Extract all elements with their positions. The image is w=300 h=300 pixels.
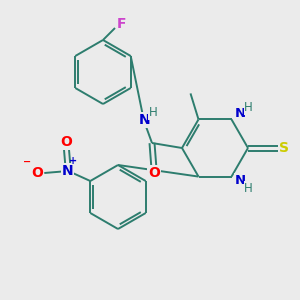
Text: N: N	[235, 107, 246, 120]
Text: O: O	[31, 166, 43, 180]
Text: O: O	[60, 135, 72, 149]
Text: H: H	[244, 101, 253, 114]
Text: +: +	[69, 156, 77, 166]
Text: N: N	[139, 113, 151, 127]
Text: N: N	[235, 174, 246, 187]
Text: H: H	[148, 106, 158, 119]
Text: H: H	[244, 182, 253, 195]
Text: N: N	[61, 164, 73, 178]
Text: F: F	[116, 17, 126, 31]
Text: −: −	[23, 157, 31, 167]
Text: O: O	[148, 166, 160, 180]
Text: S: S	[279, 141, 289, 155]
